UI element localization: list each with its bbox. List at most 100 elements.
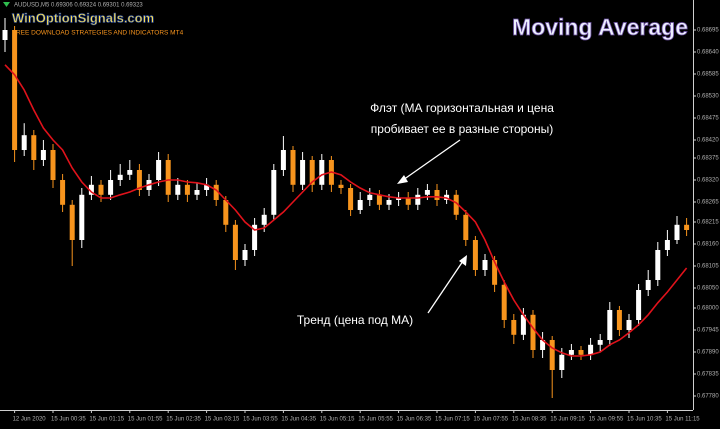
y-tick-label: 0.68050 [697,286,719,292]
arrow-head [397,175,408,184]
candle-body [453,194,459,215]
candle-body [492,260,498,285]
y-tick-label: 0.68640 [697,50,719,56]
candle-body [69,204,75,240]
y-tick-label: 0.68695 [697,28,719,34]
symbol-info: AUDUSD,M5 0.69306 0.69324 0.69301 0.6932… [14,3,143,9]
x-tick-label: 15 Jun 11:15 [665,417,700,423]
x-tick-label: 15 Jun 08:35 [512,417,547,423]
y-tick-label: 0.68160 [697,242,719,248]
x-tick-label: 15 Jun 09:15 [550,417,585,423]
moving-average-line [4,64,688,357]
y-tick-label: 0.68375 [697,156,719,162]
candle-body [463,214,469,240]
candle-body [300,160,306,185]
candle-body [40,150,46,160]
candle-body [223,200,229,225]
candle-body [607,310,613,340]
x-tick-label: 15 Jun 06:35 [397,417,432,423]
candle-body [165,160,171,195]
candle-body [309,160,315,185]
candle-body [271,170,277,215]
candle-body [578,350,584,355]
candle-body [588,344,594,355]
candle-body [280,150,286,170]
candle-body [319,160,325,185]
candle-body [60,180,66,205]
candle-body [549,340,555,370]
candle-body [674,224,680,240]
candle-body [405,198,411,205]
candle-body [530,314,536,350]
y-tick-label: 0.68420 [697,138,719,144]
x-tick-label: 15 Jun 07:55 [473,417,508,423]
candle-body [626,320,632,330]
candle-body [616,310,622,330]
y-tick-label: 0.67890 [697,350,719,356]
candle-body [348,188,354,210]
candle-body [88,184,94,195]
candle-body [511,320,517,335]
candle-body [261,214,267,225]
x-tick-label: 12 Jun 2020 [13,417,47,423]
candle-body [597,340,603,345]
x-tick-label: 15 Jun 01:55 [128,417,163,423]
candle-body [50,150,56,180]
watermark-subtitle: FREE DOWNLOAD STRATEGIES AND INDICATORS … [12,30,184,37]
y-tick-label: 0.68530 [697,94,719,100]
candle-body [242,250,248,260]
y-tick-label: 0.67780 [697,394,719,400]
candle-body [424,190,430,195]
candle-body [290,150,296,185]
candle-body [415,194,421,205]
candle-body [31,135,37,160]
x-tick-label: 15 Jun 07:15 [435,417,470,423]
candle-body [540,340,546,350]
candle-body [357,200,363,210]
candle-body [79,194,85,240]
candle-body [252,224,258,250]
arrow-head [459,255,467,266]
candle-body [136,170,142,190]
y-tick-label: 0.68475 [697,116,719,122]
x-tick-label: 15 Jun 00:35 [51,417,86,423]
indicator-icon [3,2,10,7]
candle-body [21,135,27,150]
y-tick-label: 0.67945 [697,328,719,334]
y-tick-label: 0.68585 [697,72,719,78]
candle-body [2,30,8,40]
candle-body [376,194,382,205]
candle-body [396,198,402,200]
watermark: WinOptionSignals.com [12,10,154,25]
x-tick-label: 15 Jun 03:15 [205,417,240,423]
candle-body [664,240,670,250]
y-tick-label: 0.68265 [697,200,719,206]
candle-body [386,200,392,205]
y-tick-label: 0.67835 [697,372,719,378]
candle-body [175,184,181,195]
candle-body [108,180,114,195]
y-tick-label: 0.68000 [697,306,719,312]
annotation: пробивает ее в разные стороны) [371,122,553,136]
chart-title: Moving Average [512,14,688,40]
candle-body [204,184,210,190]
candle-body [645,280,651,290]
candle-body [213,184,219,200]
x-tick-label: 15 Jun 05:15 [320,417,355,423]
candle-body [520,314,526,335]
candle-body [636,290,642,320]
arrow [402,139,461,181]
candle-body [482,260,488,270]
candle-body [156,160,162,180]
candle-body [184,184,190,195]
candle-body [684,224,690,230]
y-tick-label: 0.68105 [697,264,719,270]
x-tick-label: 15 Jun 04:35 [281,417,316,423]
x-tick-label: 15 Jun 05:55 [358,417,393,423]
candle-body [568,350,574,355]
candle-body [338,184,344,188]
y-tick-label: 0.68320 [697,178,719,184]
